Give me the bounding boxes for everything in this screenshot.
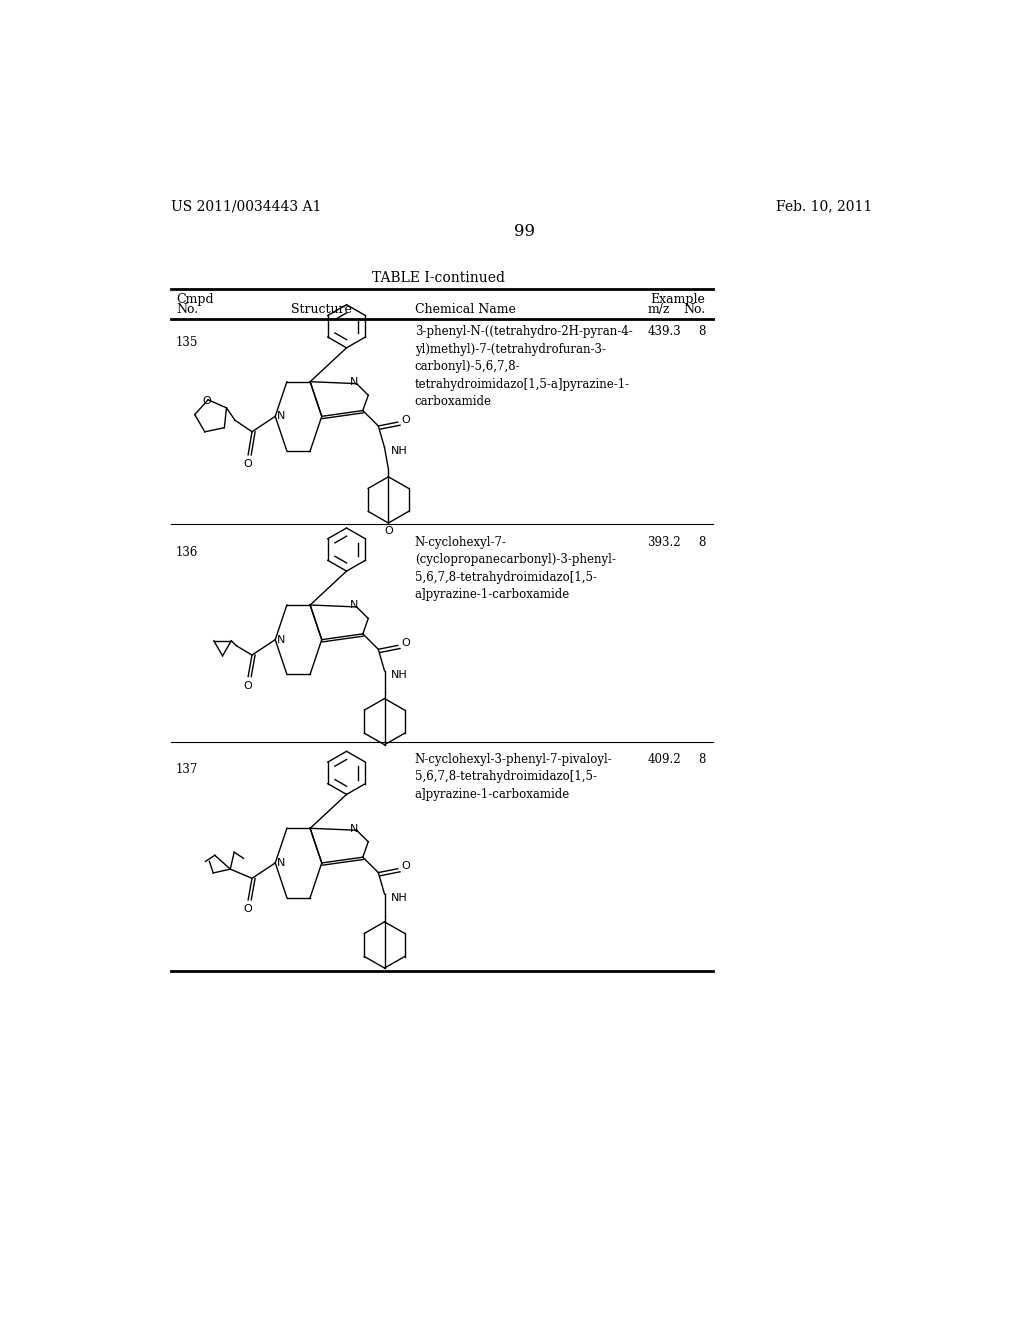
Text: 137: 137 — [176, 763, 199, 776]
Text: No.: No. — [176, 302, 199, 315]
Text: 3-phenyl-N-((tetrahydro-2H-pyran-4-
yl)methyl)-7-(tetrahydrofuran-3-
carbonyl)-5: 3-phenyl-N-((tetrahydro-2H-pyran-4- yl)m… — [415, 326, 633, 408]
Text: N: N — [350, 824, 358, 834]
Text: 8: 8 — [698, 752, 706, 766]
Text: N: N — [278, 858, 286, 869]
Text: 135: 135 — [176, 335, 199, 348]
Text: N-cyclohexyl-3-phenyl-7-pivaloyl-
5,6,7,8-tetrahydroimidazo[1,5-
a]pyrazine-1-ca: N-cyclohexyl-3-phenyl-7-pivaloyl- 5,6,7,… — [415, 752, 612, 801]
Text: 439.3: 439.3 — [647, 326, 681, 338]
Text: 393.2: 393.2 — [647, 536, 681, 549]
Text: O: O — [244, 681, 253, 690]
Text: N: N — [278, 635, 286, 644]
Text: NH: NH — [391, 446, 408, 457]
Text: O: O — [401, 414, 411, 425]
Text: N: N — [350, 378, 358, 387]
Text: Cmpd: Cmpd — [176, 293, 214, 306]
Text: Example: Example — [650, 293, 706, 306]
Text: O: O — [202, 396, 211, 407]
Text: NH: NH — [391, 669, 408, 680]
Text: 136: 136 — [176, 545, 199, 558]
Text: m/z: m/z — [647, 302, 670, 315]
Text: Feb. 10, 2011: Feb. 10, 2011 — [776, 199, 872, 213]
Text: O: O — [244, 904, 253, 915]
Text: O: O — [401, 638, 411, 648]
Text: 99: 99 — [514, 223, 536, 240]
Text: US 2011/0034443 A1: US 2011/0034443 A1 — [171, 199, 321, 213]
Text: O: O — [384, 525, 393, 536]
Text: 8: 8 — [698, 326, 706, 338]
Text: No.: No. — [683, 302, 706, 315]
Text: Structure: Structure — [291, 302, 352, 315]
Text: N-cyclohexyl-7-
(cyclopropanecarbonyl)-3-phenyl-
5,6,7,8-tetrahydroimidazo[1,5-
: N-cyclohexyl-7- (cyclopropanecarbonyl)-3… — [415, 536, 615, 601]
Text: N: N — [278, 412, 286, 421]
Text: O: O — [244, 459, 253, 469]
Text: 8: 8 — [698, 536, 706, 549]
Text: TABLE I-continued: TABLE I-continued — [372, 271, 505, 285]
Text: Chemical Name: Chemical Name — [415, 302, 516, 315]
Text: 409.2: 409.2 — [647, 752, 681, 766]
Text: N: N — [350, 601, 358, 610]
Text: NH: NH — [391, 894, 408, 903]
Text: O: O — [401, 862, 411, 871]
